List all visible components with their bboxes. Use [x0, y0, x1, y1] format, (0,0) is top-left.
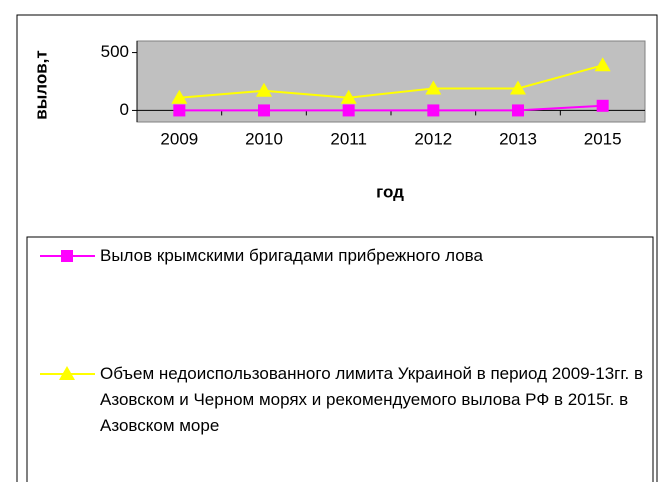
series-line — [179, 64, 603, 99]
x-tick-label: 2009 — [160, 129, 198, 148]
marker — [342, 104, 355, 117]
marker — [256, 82, 272, 97]
legend-label: Вылов крымскими бригадами прибрежного ло… — [100, 246, 483, 265]
y-tick-label: 0 — [120, 100, 129, 119]
y-axis-label: вылов,т — [31, 50, 50, 119]
x-tick-label: 2013 — [499, 129, 537, 148]
marker — [512, 104, 524, 117]
legend-label: Объем недоиспользованного лимита Украино… — [100, 364, 643, 435]
marker — [59, 366, 75, 380]
x-tick-label: 2015 — [584, 129, 622, 148]
marker — [258, 104, 270, 117]
marker — [61, 250, 73, 262]
series-line — [179, 104, 603, 112]
marker — [596, 99, 609, 112]
marker — [340, 89, 357, 104]
marker — [510, 80, 526, 95]
marker — [594, 57, 611, 72]
x-axis-label: год — [376, 182, 404, 201]
legend-box — [26, 236, 654, 482]
marker — [173, 104, 186, 117]
marker — [427, 104, 440, 117]
x-tick-label: 2010 — [245, 129, 283, 148]
x-tick-label: 2012 — [414, 129, 452, 148]
marker — [425, 80, 442, 95]
y-tick-label: 500 — [101, 42, 129, 61]
x-tick-label: 2011 — [330, 129, 367, 148]
marker — [171, 89, 188, 104]
